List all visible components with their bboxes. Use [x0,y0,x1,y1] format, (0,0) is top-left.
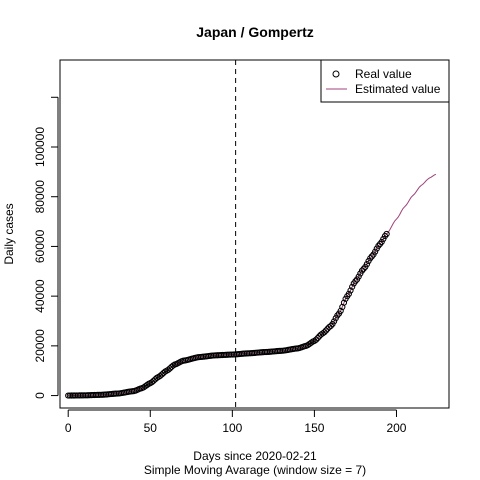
data-point [314,334,321,342]
data-point [327,322,334,330]
chart-title: Japan / Gompertz [196,24,313,40]
legend-box [320,59,450,103]
y-tick-label: 20000 [33,329,47,363]
data-point [349,283,356,290]
data-point [368,253,375,260]
data-point [143,381,151,389]
y-axis: 0 20000 40000 60000 80000 100000 [33,96,59,399]
x-tick-label: 150 [304,421,324,435]
data-point [367,255,374,262]
data-point [378,238,385,246]
data-point [337,307,344,314]
estimated-series [68,173,437,397]
data-point [331,318,338,325]
legend: Real value Estimated value [320,59,450,103]
y-tick-label: 80000 [33,180,47,214]
real-value-series [65,230,390,399]
x-tick-label: 50 [144,421,158,435]
y-tick-label: 0 [33,392,47,399]
x-axis-subtitle: Simple Moving Avarage (window size = 7) [144,463,366,477]
x-tick-label: 100 [222,421,242,435]
data-point [321,329,328,336]
y-axis-label: Daily cases [2,203,16,264]
data-point [372,248,379,255]
y-tick-label: 60000 [33,229,47,263]
data-point [334,312,341,319]
data-point [347,287,354,294]
legend-label-real: Real value [355,67,412,81]
data-point [383,230,390,238]
data-point [358,267,366,274]
x-tick-label: 0 [65,421,72,435]
legend-marker-real [332,70,340,78]
data-point [322,327,329,334]
data-point [312,336,320,343]
data-point [308,339,315,346]
data-point [345,290,352,297]
y-tick-label: 100000 [33,127,47,167]
data-point [375,242,382,249]
legend-label-estimated: Estimated value [355,82,441,96]
data-point [360,265,367,272]
data-point [340,299,348,306]
data-point [352,278,359,285]
plot-area [59,59,450,409]
y-tick-label: 40000 [33,279,47,313]
x-axis-label: Days since 2020-02-21 [193,449,317,463]
data-point [355,273,362,280]
estimated-value-line [68,173,437,397]
data-point [380,235,387,243]
data-point [363,261,371,268]
plot-border [59,59,450,409]
x-tick-label: 200 [386,421,406,435]
x-axis: 0 50 100 150 200 [65,409,407,435]
